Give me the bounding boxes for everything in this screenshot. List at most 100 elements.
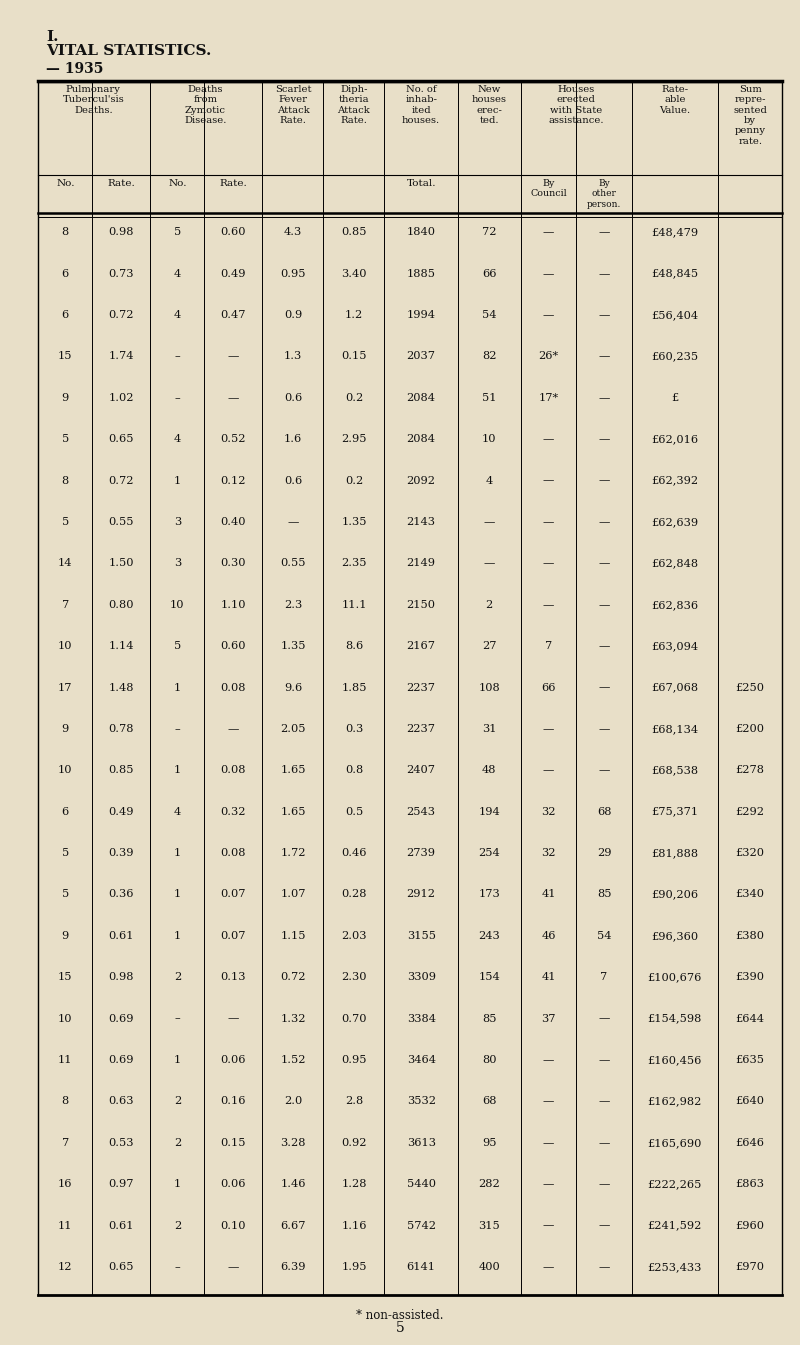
Text: £222,265: £222,265 — [648, 1180, 702, 1189]
Text: 5: 5 — [174, 227, 181, 237]
Text: 1994: 1994 — [406, 311, 436, 320]
Text: 2.3: 2.3 — [284, 600, 302, 609]
Text: By
Council: By Council — [530, 179, 567, 198]
Text: £75,371: £75,371 — [651, 807, 698, 816]
Text: 5742: 5742 — [406, 1220, 436, 1231]
Text: 10: 10 — [58, 1014, 73, 1024]
Text: £278: £278 — [736, 765, 765, 775]
Text: 0.78: 0.78 — [109, 724, 134, 734]
Text: £960: £960 — [736, 1220, 765, 1231]
Text: 1.02: 1.02 — [109, 393, 134, 402]
Text: 2167: 2167 — [406, 642, 436, 651]
Text: £646: £646 — [736, 1138, 765, 1147]
Text: —: — — [598, 682, 610, 693]
Text: 1: 1 — [174, 476, 181, 486]
Text: £250: £250 — [736, 682, 765, 693]
Text: £48,479: £48,479 — [651, 227, 698, 237]
Text: 0.49: 0.49 — [221, 269, 246, 278]
Text: 0.8: 0.8 — [345, 765, 363, 775]
Text: 1.65: 1.65 — [280, 765, 306, 775]
Text: 8.6: 8.6 — [345, 642, 363, 651]
Text: 3532: 3532 — [406, 1096, 436, 1107]
Text: 7: 7 — [62, 600, 69, 609]
Text: 5: 5 — [174, 642, 181, 651]
Text: 3.40: 3.40 — [341, 269, 366, 278]
Text: 11: 11 — [58, 1054, 73, 1065]
Text: —: — — [228, 1014, 239, 1024]
Text: 14: 14 — [58, 558, 73, 569]
Text: 2: 2 — [174, 972, 181, 982]
Text: 0.28: 0.28 — [341, 889, 366, 900]
Text: 1.10: 1.10 — [221, 600, 246, 609]
Text: 1.52: 1.52 — [280, 1054, 306, 1065]
Text: 0.2: 0.2 — [345, 393, 363, 402]
Text: —: — — [542, 227, 554, 237]
Text: 0.49: 0.49 — [109, 807, 134, 816]
Text: 85: 85 — [597, 889, 611, 900]
Text: Rate.: Rate. — [107, 179, 135, 188]
Text: £241,592: £241,592 — [648, 1220, 702, 1231]
Text: £68,134: £68,134 — [651, 724, 698, 734]
Text: 7: 7 — [62, 1138, 69, 1147]
Text: 2037: 2037 — [406, 351, 436, 362]
Text: 1.65: 1.65 — [280, 807, 306, 816]
Text: 1: 1 — [174, 1054, 181, 1065]
Text: £100,676: £100,676 — [648, 972, 702, 982]
Text: —: — — [542, 1180, 554, 1189]
Text: 11.1: 11.1 — [341, 600, 366, 609]
Text: £200: £200 — [736, 724, 765, 734]
Text: 0.70: 0.70 — [341, 1014, 366, 1024]
Text: Diph-
theria
Attack
Rate.: Diph- theria Attack Rate. — [338, 85, 370, 125]
Text: £640: £640 — [736, 1096, 765, 1107]
Text: —: — — [542, 1138, 554, 1147]
Text: 0.3: 0.3 — [345, 724, 363, 734]
Text: £863: £863 — [736, 1180, 765, 1189]
Text: —: — — [542, 434, 554, 444]
Text: 4: 4 — [486, 476, 493, 486]
Text: —: — — [598, 1180, 610, 1189]
Text: 2739: 2739 — [406, 849, 436, 858]
Text: 0.30: 0.30 — [221, 558, 246, 569]
Text: 68: 68 — [482, 1096, 497, 1107]
Text: £970: £970 — [736, 1262, 765, 1272]
Text: —: — — [598, 1262, 610, 1272]
Text: 5: 5 — [62, 434, 69, 444]
Text: 1840: 1840 — [406, 227, 436, 237]
Text: —: — — [598, 227, 610, 237]
Text: 41: 41 — [541, 889, 556, 900]
Text: 1.28: 1.28 — [341, 1180, 366, 1189]
Text: 0.98: 0.98 — [109, 227, 134, 237]
Text: —: — — [542, 1096, 554, 1107]
Text: 68: 68 — [597, 807, 611, 816]
Text: 1.46: 1.46 — [280, 1180, 306, 1189]
Text: £96,360: £96,360 — [651, 931, 698, 940]
Text: 2.0: 2.0 — [284, 1096, 302, 1107]
Text: 0.9: 0.9 — [284, 311, 302, 320]
Text: —: — — [598, 1014, 610, 1024]
Text: £90,206: £90,206 — [651, 889, 698, 900]
Text: 154: 154 — [478, 972, 500, 982]
Text: 0.97: 0.97 — [109, 1180, 134, 1189]
Text: £56,404: £56,404 — [651, 311, 698, 320]
Text: 8: 8 — [62, 1096, 69, 1107]
Text: 7: 7 — [545, 642, 552, 651]
Text: 3: 3 — [174, 516, 181, 527]
Text: £162,982: £162,982 — [648, 1096, 702, 1107]
Text: 400: 400 — [478, 1262, 500, 1272]
Text: —: — — [542, 1054, 554, 1065]
Text: 0.60: 0.60 — [221, 642, 246, 651]
Text: 2149: 2149 — [406, 558, 436, 569]
Text: 0.52: 0.52 — [221, 434, 246, 444]
Text: 2143: 2143 — [406, 516, 436, 527]
Text: —: — — [483, 516, 495, 527]
Text: 0.60: 0.60 — [221, 227, 246, 237]
Text: 3464: 3464 — [406, 1054, 436, 1065]
Text: 10: 10 — [58, 642, 73, 651]
Text: 16: 16 — [58, 1180, 73, 1189]
Text: 0.40: 0.40 — [221, 516, 246, 527]
Text: —: — — [598, 765, 610, 775]
Text: 2: 2 — [174, 1138, 181, 1147]
Text: 0.63: 0.63 — [109, 1096, 134, 1107]
Text: 1.50: 1.50 — [109, 558, 134, 569]
Text: 48: 48 — [482, 765, 497, 775]
